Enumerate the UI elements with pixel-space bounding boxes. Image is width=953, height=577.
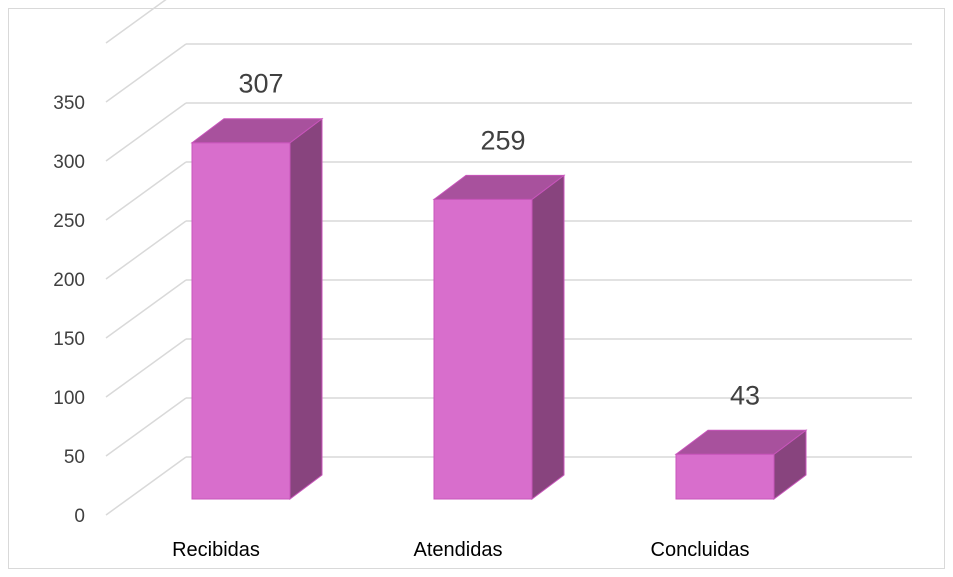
- y-tick-label: 350: [53, 93, 85, 114]
- gridline-side: [105, 338, 187, 398]
- gridline-side: [105, 43, 187, 103]
- category-label: Recibidas: [172, 539, 260, 561]
- bar-top-face: [190, 118, 324, 144]
- y-tick-label: 200: [53, 270, 85, 291]
- data-labels: 307 259 43: [238, 69, 760, 411]
- bar-side-face: [289, 117, 323, 500]
- gridline-side: [105, 220, 187, 280]
- bar-front-face: [191, 142, 291, 500]
- data-label: 259: [480, 125, 525, 155]
- bar: [190, 117, 324, 500]
- bar-top-face: [432, 174, 566, 200]
- y-tick-label: 250: [53, 211, 85, 232]
- gridline-side: [105, 0, 167, 44]
- bar: [432, 174, 566, 500]
- y-axis-tick-labels: 0 50 100 150 200 250 300 350: [53, 93, 85, 527]
- gridline-side: [105, 102, 187, 162]
- y-tick-label: 50: [64, 447, 85, 468]
- chart-area: [8, 8, 945, 569]
- bars: [190, 117, 808, 500]
- category-label: Concluidas: [651, 539, 750, 561]
- bar-front-face: [433, 198, 533, 500]
- bar-side-face: [531, 174, 565, 500]
- gridline-side: [105, 161, 187, 221]
- gridline-side: [105, 397, 187, 457]
- x-axis-category-labels: Recibidas Atendidas Concluidas: [172, 539, 749, 561]
- gridline-side: [105, 456, 187, 516]
- data-label: 307: [238, 69, 283, 99]
- bar-top-face: [674, 429, 808, 455]
- category-label: Atendidas: [414, 539, 503, 561]
- bar: [674, 429, 808, 500]
- y-tick-label: 300: [53, 152, 85, 173]
- y-tick-label: 100: [53, 388, 85, 409]
- bar-front-face: [675, 453, 775, 500]
- data-label: 43: [730, 380, 760, 410]
- y-tick-label: 150: [53, 329, 85, 350]
- gridline-side: [105, 279, 187, 339]
- y-tick-label: 0: [74, 506, 85, 527]
